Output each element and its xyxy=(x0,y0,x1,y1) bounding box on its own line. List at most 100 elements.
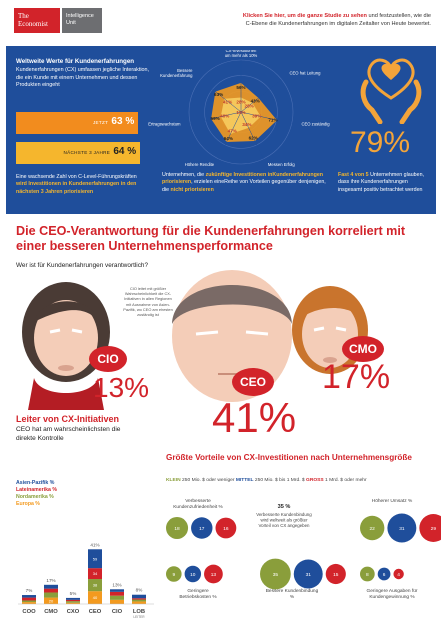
stacked-bar-chart: 7% COO 20 17% CMO 5% CXO 40 38 34 59 41% CEO 13% CIO 8%… xyxy=(18,542,154,619)
bubble-value: 16 xyxy=(223,526,229,532)
left-chart-title: Leiter von CX-Initiativen xyxy=(16,414,120,424)
bubble-group-label: Geringere Ausgaben für Kundengewinnung % xyxy=(367,588,418,600)
bubble xyxy=(191,517,213,539)
radar-outer-value: 59% xyxy=(211,116,220,121)
stacked-bar-segment xyxy=(66,602,80,604)
radar-axis-label: Messen Erfolg xyxy=(268,162,295,167)
band-mid-mid: , erzielen eineReihe von Vorteilen gegen… xyxy=(162,179,326,193)
stacked-bar-segment xyxy=(110,589,124,592)
bubble xyxy=(260,558,291,590)
stacked-bar-total: 7% xyxy=(26,588,33,593)
band-foot-pre: Eine wachsende Zahl von C-Level-Führungs… xyxy=(16,174,137,180)
bubble-value: 18 xyxy=(174,526,180,532)
band-mid-text: Unternehmen, die zukünftige Investitione… xyxy=(162,172,332,194)
bar-now-label: JETZT xyxy=(92,120,109,125)
section-title: Die CEO-Verantwortung für die Kundenerfa… xyxy=(16,224,406,253)
bubble xyxy=(393,568,404,580)
bubble-value: 35 xyxy=(273,572,279,578)
band-title: Weltweite Werte für Kundenerfahrungen xyxy=(16,58,135,65)
radar-inner-value: 39% xyxy=(252,114,261,119)
logo-line2: Economist xyxy=(18,20,48,28)
stacked-bar-segment xyxy=(22,600,36,603)
role-badge-ceo: CEO xyxy=(232,368,274,396)
legend-item: Lateinamerika % xyxy=(16,487,57,493)
bubble xyxy=(166,516,189,540)
bubble-value: 10 xyxy=(190,572,196,578)
radar-spoke xyxy=(240,79,282,113)
legend-item: Nordamerika % xyxy=(16,494,54,500)
bubble-chart: 18 17 16 Verbesserte Kundenzufriedenheit % 22… xyxy=(166,498,441,600)
band-foot-bold: wird Investitionen in Kundenerfahrungen … xyxy=(16,181,137,195)
radar-inner-value: 47% xyxy=(228,128,237,133)
legend-large: GROSS xyxy=(306,478,324,483)
bubble-value: 13 xyxy=(211,572,217,578)
stacked-bar-segment xyxy=(88,549,102,569)
stacked-bar-segment xyxy=(110,599,124,604)
section-subtitle: Wer ist für Kundenerfahrungen verantwort… xyxy=(16,262,149,269)
radar-axis-label: Ertragswachstum xyxy=(148,121,181,126)
bubble-value: 6 xyxy=(383,572,386,578)
radar-spoke xyxy=(190,111,242,124)
cta-rest: und festzustellen, wie die xyxy=(366,13,431,19)
radar-spoke xyxy=(200,79,242,113)
bar-now-value: 63 % xyxy=(111,116,135,127)
legend-large-rest: 1 Mrd. $ oder mehr xyxy=(323,478,367,483)
bubble xyxy=(204,564,223,584)
bar-next3-value: 64 % xyxy=(113,146,137,157)
study-link[interactable]: Klicken Sie hier, um die ganze Studie zu… xyxy=(242,13,367,19)
stacked-bar-value: 34 xyxy=(93,571,98,576)
heart-hands-icon xyxy=(360,58,422,124)
bubble xyxy=(184,565,202,583)
bubble-group-label: Verbesserte Kundenzufriedenheit % xyxy=(173,498,223,510)
left-chart-legend: Asien-Pazifik % Lateinamerika % Nordamerik… xyxy=(16,480,57,508)
bubble-value: 31 xyxy=(399,526,405,532)
bubble-value: 31 xyxy=(306,572,312,578)
stacked-bar-segment xyxy=(88,579,102,592)
legend-item: Europa % xyxy=(16,501,40,507)
bubble-value: 15 xyxy=(333,572,339,578)
stacked-bar-total: 17% xyxy=(46,578,55,583)
radar-axis-label: Höhere Rendite xyxy=(185,162,215,167)
stacked-bar-total: 5% xyxy=(70,591,77,596)
legend-item: Asien-Pazifik % xyxy=(16,480,55,486)
radar-spoke xyxy=(240,111,292,124)
legend-small: KLEIN xyxy=(166,478,181,483)
bubble-value: 22 xyxy=(370,526,376,532)
woman-face-icon xyxy=(22,282,110,410)
stacked-bar-category: LOB xyxy=(133,609,145,615)
radar-chart: 56% 43% 71% 62% 64% 59% 63% 28%28% 39%34% 47% 40% 4… xyxy=(148,50,330,167)
header-cta: Klicken Sie hier, um die ganze Studie zu… xyxy=(206,12,431,28)
bubble xyxy=(360,515,385,541)
economist-logo[interactable]: The Economist xyxy=(14,8,60,33)
legend-medium: MITTEL xyxy=(235,478,254,483)
legend-small-rest: 250 Mio. $ oder weniger xyxy=(180,478,236,483)
stacked-bar-value: 59 xyxy=(93,556,98,561)
radar-outer-value: 56% xyxy=(236,85,245,90)
note-text: Verbesserte Kundenbindung wird weltweit a… xyxy=(256,512,312,528)
stacked-bar-total: 8% xyxy=(136,588,143,593)
stacked-bar-segment xyxy=(44,592,58,598)
pct-cmo: 17% xyxy=(322,358,391,396)
radar-outer-value: 63% xyxy=(214,92,223,97)
stacked-bar-category: CMO xyxy=(44,609,58,615)
bar-now: JETZT 63 % xyxy=(16,112,139,134)
bubble xyxy=(166,566,182,582)
stacked-bar-segment xyxy=(110,595,124,600)
stacked-bar-segment xyxy=(88,568,102,580)
logo-line1: The xyxy=(18,12,29,20)
radar-inner-area xyxy=(220,97,261,135)
intelligence-unit-label: Intelligence Unit xyxy=(62,8,102,33)
lob-sub-label: LEITER xyxy=(133,615,145,619)
pct-ceo: 41% xyxy=(212,394,297,441)
stacked-bar-segment xyxy=(88,591,102,604)
band-mid-pre: Unternehmen, die xyxy=(162,172,206,178)
bubble xyxy=(387,513,417,543)
left-chart-subtitle: CEO hat am wahrscheinlichsten die direkt… xyxy=(16,426,121,442)
radar-inner-value: 28% xyxy=(245,104,254,109)
stacked-bar-segment xyxy=(44,597,58,604)
stacked-bar-category: COO xyxy=(22,609,36,615)
logo-sub2: Unit xyxy=(66,20,76,26)
band-right-bold: Fast 4 von 5 xyxy=(338,172,369,178)
radar-inner-value: 40% xyxy=(220,114,229,119)
bubble xyxy=(377,567,391,581)
